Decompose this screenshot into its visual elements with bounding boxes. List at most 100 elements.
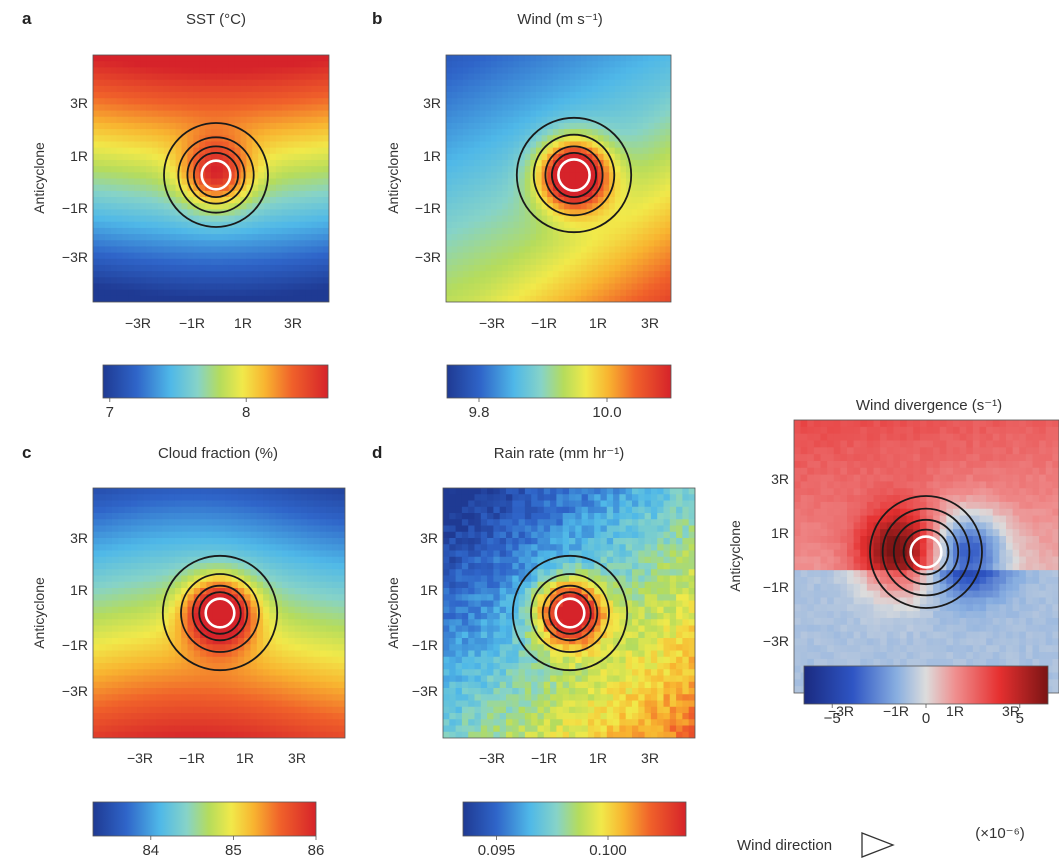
heatmap-cell: [222, 92, 230, 99]
heatmap-cell: [219, 569, 226, 577]
heatmap-cell: [228, 92, 236, 99]
heatmap-cell: [146, 159, 153, 167]
heatmap-cell: [264, 184, 271, 192]
heatmap-cell: [524, 79, 531, 87]
heatmap-cell: [648, 221, 655, 229]
heatmap-cell: [140, 184, 147, 192]
heatmap-cell: [564, 159, 571, 167]
heatmap-cell: [157, 73, 165, 81]
heatmap-cell: [294, 625, 302, 633]
heatmap-cell: [246, 277, 253, 285]
heatmap-cell: [93, 506, 100, 514]
heatmap-cell: [134, 129, 141, 136]
heatmap-cell: [118, 488, 126, 495]
heatmap-cell: [311, 258, 318, 266]
heatmap-cell: [449, 494, 457, 502]
heatmap-cell: [479, 289, 486, 297]
heatmap-cell: [299, 203, 306, 210]
heatmap-cell: [275, 675, 283, 683]
heatmap-cell: [116, 227, 124, 235]
heatmap-cell: [631, 264, 638, 272]
heatmap-cell: [256, 594, 264, 602]
heatmap-cell: [502, 258, 509, 266]
heatmap-cell: [323, 73, 329, 81]
heatmap-cell: [219, 588, 226, 595]
heatmap-cell: [637, 85, 644, 93]
heatmap-cell: [206, 613, 214, 620]
heatmap-cell: [110, 104, 118, 112]
heatmap-cell: [293, 277, 301, 285]
heatmap-cell: [462, 122, 470, 130]
heatmap-cell: [581, 116, 588, 124]
heatmap-cell: [449, 556, 457, 564]
heatmap-cell: [222, 234, 230, 241]
heatmap-cell: [149, 613, 157, 620]
heatmap-cell: [199, 55, 206, 62]
heatmap-cell: [603, 283, 610, 291]
heatmap-cell: [118, 694, 126, 702]
heatmap-cell: [93, 613, 100, 620]
heatmap-cell: [620, 240, 627, 248]
heatmap-cell: [269, 675, 277, 683]
heatmap-cell: [128, 172, 135, 180]
heatmap-cell: [457, 129, 464, 136]
heatmap-cell: [98, 264, 106, 272]
contour-line: [544, 145, 604, 205]
heatmap-cell: [228, 227, 236, 235]
heatmap-cell: [597, 246, 605, 254]
heatmap-cell: [558, 215, 565, 223]
heatmap-cell: [237, 650, 245, 658]
heatmap-cell: [181, 531, 189, 539]
heatmap-cell: [287, 283, 295, 291]
heatmap-cell: [287, 172, 295, 180]
heatmap-cell: [519, 227, 526, 235]
heatmap-cell: [134, 61, 141, 68]
heatmap-cell: [250, 694, 258, 702]
heatmap-cell: [98, 129, 106, 136]
heatmap-cell: [219, 563, 226, 570]
heatmap-cell: [317, 234, 324, 241]
heatmap-cell: [105, 638, 113, 645]
heatmap-cell: [313, 488, 321, 495]
heatmap-cell: [338, 725, 345, 733]
heatmap-cell: [323, 147, 329, 155]
heatmap-cell: [181, 258, 188, 266]
heatmap-cell: [174, 650, 182, 658]
heatmap-cell: [536, 240, 543, 248]
heatmap-cell: [294, 488, 302, 495]
heatmap-cell: [199, 271, 206, 278]
heatmap-cell: [134, 159, 141, 167]
heatmap-cell: [564, 221, 571, 229]
heatmap-cell: [205, 264, 212, 272]
heatmap-cell: [181, 116, 188, 124]
heatmap-cell: [332, 681, 340, 689]
heatmap-cell: [99, 694, 107, 702]
heatmap-cell: [193, 563, 201, 570]
heatmap-cell: [519, 289, 526, 297]
panel-a-ylabel: Anticyclone: [31, 142, 47, 214]
heatmap-cell: [219, 719, 226, 727]
heatmap-cell: [311, 197, 318, 204]
heatmap-cell: [665, 190, 671, 198]
heatmap-cell: [146, 209, 153, 217]
heatmap-cell: [564, 190, 571, 198]
heatmap-cell: [451, 240, 458, 248]
heatmap-cell: [174, 725, 182, 733]
heatmap-cell: [299, 61, 306, 68]
heatmap-cell: [143, 663, 151, 670]
heatmap-cell: [137, 544, 144, 552]
heatmap-cell: [157, 135, 165, 143]
heatmap-cell: [206, 669, 214, 677]
heatmap-cell: [597, 147, 605, 155]
heatmap-cell: [317, 153, 324, 161]
heatmap-cell: [603, 129, 610, 136]
heatmap-cell: [558, 129, 565, 136]
heatmap-cell: [256, 506, 264, 514]
heatmap-cell: [157, 104, 165, 112]
heatmap-cell: [626, 129, 633, 136]
heatmap-cell: [225, 669, 233, 677]
heatmap-cell: [300, 619, 308, 627]
heatmap-cell: [451, 215, 458, 223]
heatmap-cell: [105, 513, 113, 520]
heatmap-cell: [569, 172, 576, 180]
